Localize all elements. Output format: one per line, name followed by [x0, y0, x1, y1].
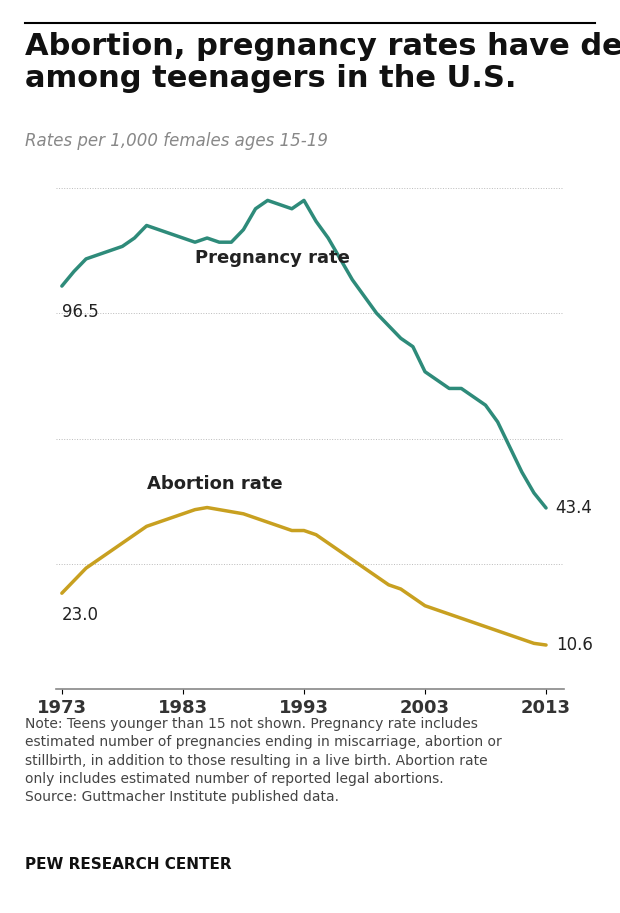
Text: 96.5: 96.5	[62, 303, 99, 320]
Text: Pregnancy rate: Pregnancy rate	[195, 249, 350, 268]
Text: Abortion, pregnancy rates have declined
among teenagers in the U.S.: Abortion, pregnancy rates have declined …	[25, 32, 620, 93]
Text: 43.4: 43.4	[556, 499, 593, 517]
Text: Note: Teens younger than 15 not shown. Pregnancy rate includes
estimated number : Note: Teens younger than 15 not shown. P…	[25, 717, 502, 804]
Text: Abortion rate: Abortion rate	[146, 475, 282, 493]
Text: Rates per 1,000 females ages 15-19: Rates per 1,000 females ages 15-19	[25, 132, 328, 151]
Text: 23.0: 23.0	[62, 605, 99, 624]
Text: PEW RESEARCH CENTER: PEW RESEARCH CENTER	[25, 857, 231, 872]
Text: 10.6: 10.6	[556, 636, 593, 654]
